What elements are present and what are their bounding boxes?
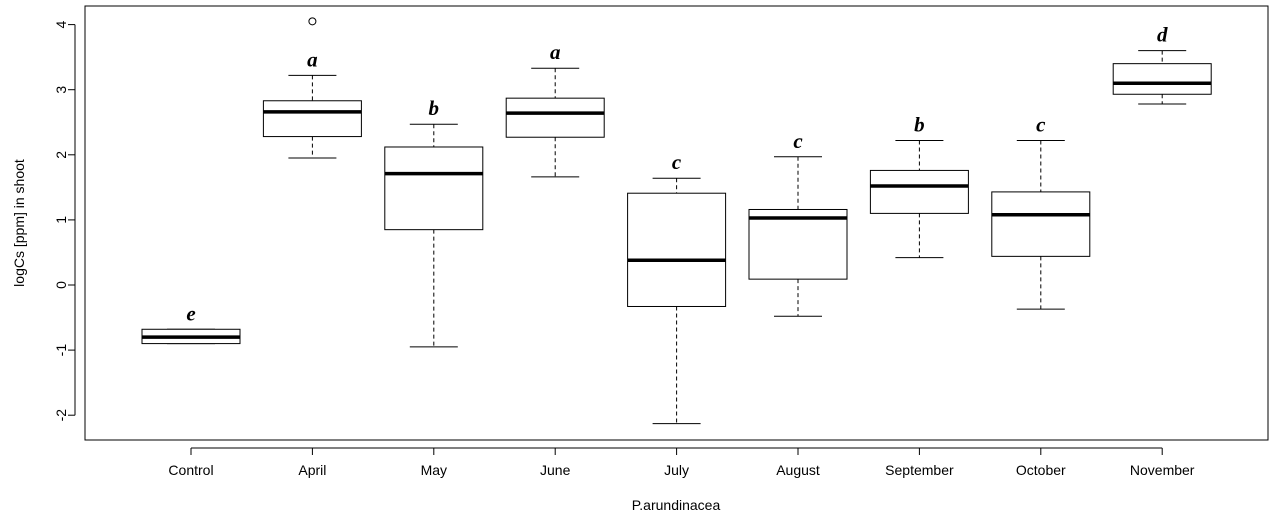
x-axis-label: P.arundinacea bbox=[632, 497, 721, 513]
y-axis: -2 -1 0 1 2 3 4 bbox=[53, 20, 76, 422]
x-tick-label: April bbox=[298, 462, 326, 478]
box-iqr bbox=[748, 208, 848, 280]
box-october: c bbox=[991, 112, 1091, 310]
x-tick-label: September bbox=[885, 462, 954, 478]
group-letter: b bbox=[429, 96, 440, 120]
x-tick-label: June bbox=[540, 462, 571, 478]
box-series: e a b a c c b c d bbox=[141, 17, 1212, 425]
group-letter: e bbox=[186, 301, 195, 325]
plot-frame bbox=[84, 5, 1269, 441]
y-tick-label: 1 bbox=[53, 216, 69, 224]
box-november: d bbox=[1112, 23, 1212, 105]
x-tick-label: August bbox=[776, 462, 820, 478]
box-iqr bbox=[384, 146, 484, 231]
y-tick-label: -1 bbox=[53, 344, 69, 357]
group-letter: a bbox=[550, 40, 561, 64]
group-letter: a bbox=[307, 47, 318, 71]
box-iqr bbox=[1112, 63, 1212, 95]
x-tick-label: July bbox=[664, 462, 689, 478]
x-axis: Control April May June July August September Oc… bbox=[168, 447, 1195, 478]
box-iqr bbox=[869, 169, 969, 214]
x-tick-label: May bbox=[421, 462, 447, 478]
box-september: b bbox=[869, 112, 969, 259]
box-june: a bbox=[505, 40, 605, 178]
outlier-point bbox=[308, 17, 317, 26]
y-tick-label: 3 bbox=[53, 86, 69, 94]
x-tick-label: November bbox=[1130, 462, 1195, 478]
y-tick-label: -2 bbox=[53, 409, 69, 422]
x-tick-label: October bbox=[1016, 462, 1066, 478]
box-control: e bbox=[141, 301, 241, 345]
group-letter: c bbox=[793, 129, 803, 153]
box-iqr bbox=[262, 100, 362, 138]
box-iqr bbox=[505, 97, 605, 138]
group-letter: d bbox=[1157, 23, 1168, 47]
y-tick-label: 0 bbox=[53, 281, 69, 289]
y-tick-label: 2 bbox=[53, 151, 69, 159]
box-may: b bbox=[384, 96, 484, 348]
box-iqr bbox=[627, 192, 727, 307]
box-august: c bbox=[748, 129, 848, 317]
box-april: a bbox=[262, 17, 362, 159]
y-tick-label: 4 bbox=[53, 20, 69, 28]
group-letter: b bbox=[914, 112, 925, 136]
x-tick-label: Control bbox=[168, 462, 213, 478]
box-iqr bbox=[991, 191, 1091, 257]
group-letter: c bbox=[672, 150, 682, 174]
y-axis-label: logCs [ppm] in shoot bbox=[11, 159, 27, 287]
group-letter: c bbox=[1036, 112, 1046, 136]
box-july: c bbox=[627, 150, 727, 425]
